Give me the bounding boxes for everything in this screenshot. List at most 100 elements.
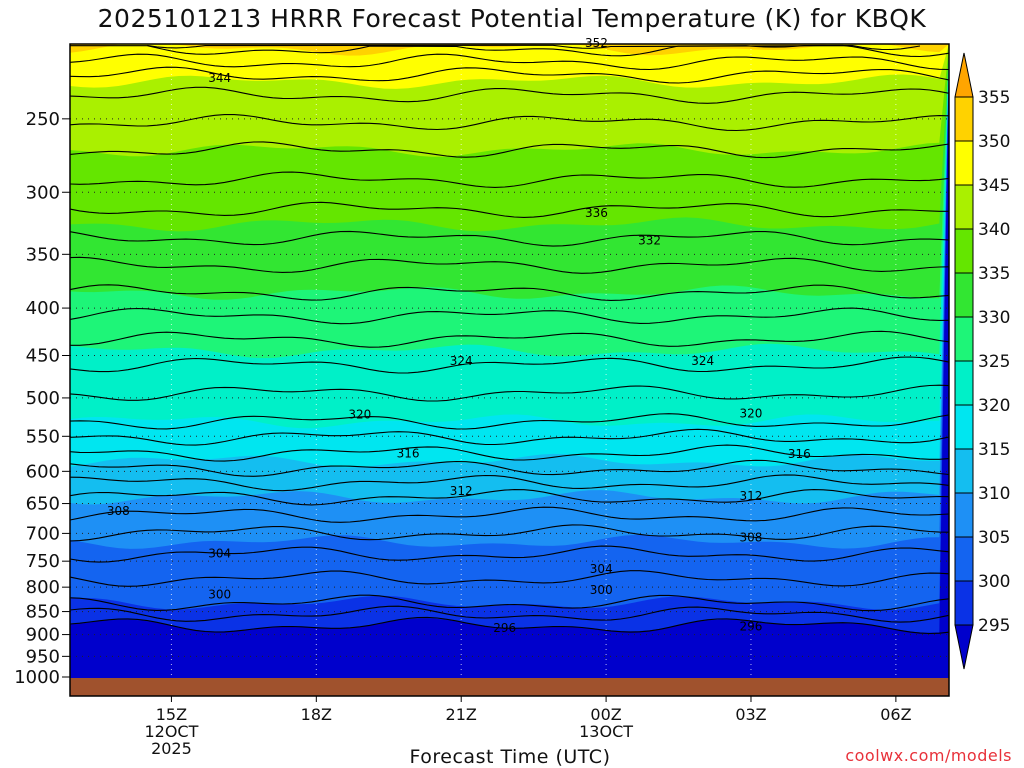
- contour-label: 296: [740, 619, 763, 633]
- contour-label: 336: [585, 206, 608, 220]
- contour-label: 312: [740, 489, 763, 503]
- contour-label: 352: [585, 36, 608, 50]
- contour-line-346: [69, 66, 950, 84]
- colorbar-label: 330: [978, 308, 1010, 328]
- colorbar-label: 340: [978, 220, 1010, 240]
- colorbar-band: [954, 404, 974, 450]
- contour-line-326: [70, 330, 950, 348]
- contour-labels-layer: 352 344 336 332 324 324 320 320 316 316 312 312 308 3…: [107, 36, 811, 635]
- y-tick-label: 350: [26, 244, 60, 265]
- contour-line-320: [69, 413, 950, 430]
- contour-line-352: [147, 44, 921, 51]
- x-tick-label: 03Z: [735, 705, 766, 724]
- contour-label: 320: [740, 407, 763, 421]
- y-tick-label: 900: [26, 625, 60, 646]
- y-tick-label: 750: [26, 551, 60, 572]
- credit-link[interactable]: coolwx.com/models: [845, 746, 1012, 765]
- y-tick-label: 250: [26, 109, 60, 130]
- y-tick-label: 450: [26, 346, 60, 367]
- colorbar-band: [954, 140, 974, 186]
- colorbar-band: [954, 316, 974, 362]
- colorbar-bottom-arrow: [954, 624, 974, 670]
- contour-line-338: [69, 171, 950, 188]
- y-tick-label: 500: [26, 388, 60, 409]
- contour-line-304: [69, 545, 950, 563]
- colorbar-label: 345: [978, 176, 1010, 196]
- colorbar: 295 300 305 310 315 320 325 330 335 340 345 350 355: [954, 52, 1010, 670]
- y-tick-label: 700: [26, 523, 60, 544]
- y-tick-label: 850: [26, 602, 60, 623]
- chart-title: 2025101213 HRRR Forecast Potential Tempe…: [97, 4, 927, 33]
- y-tick-label: 1000: [14, 667, 60, 688]
- colorbar-label: 310: [978, 484, 1010, 504]
- colorbar-top-arrow: [954, 52, 974, 98]
- colorbar-label: 305: [978, 528, 1010, 548]
- colorbar-band: [954, 448, 974, 494]
- contour-line-318: [69, 428, 950, 446]
- colorbar-label: 350: [978, 132, 1010, 152]
- fill-band-350: [70, 44, 949, 56]
- y-tick-label: 800: [26, 577, 60, 598]
- contour-line-310: [69, 489, 950, 506]
- colorbar-band: [954, 96, 974, 142]
- colorbar-label: 315: [978, 440, 1010, 460]
- x-tick-date: 13OCT: [579, 722, 633, 741]
- color-fill-layer: [70, 44, 949, 678]
- y-tick-label: 400: [26, 298, 60, 319]
- plot-frame: [69, 43, 950, 697]
- contour-line-324: [69, 356, 950, 374]
- contour-lines-layer: [69, 44, 950, 635]
- colorbar-band: [954, 228, 974, 274]
- contour-line-328: [69, 307, 950, 325]
- colorbar-label: 355: [978, 88, 1010, 108]
- colorbar-label: 300: [978, 572, 1010, 592]
- contour-line-308: [69, 506, 950, 523]
- contour-line-336: [69, 201, 949, 218]
- y-tick-label: 300: [26, 182, 60, 203]
- x-tick-label: 06Z: [880, 705, 911, 724]
- contour-line-298: [69, 605, 950, 623]
- contour-label: 312: [450, 484, 473, 498]
- y-tick-label: 950: [26, 646, 60, 667]
- contour-line-340: [69, 141, 950, 159]
- contour-line-344: [69, 86, 950, 104]
- contour-line-302: [69, 570, 950, 587]
- x-tick-year: 2025: [151, 739, 192, 758]
- contour-line-322: [69, 384, 950, 402]
- contour-line-314: [69, 459, 950, 477]
- y-tick-label: 650: [26, 494, 60, 515]
- x-tick-label: 00Z: [590, 705, 621, 724]
- contour-line-316: [69, 444, 950, 462]
- contour-label: 304: [590, 562, 613, 576]
- contour-line-348: [69, 53, 950, 71]
- contour-label: 296: [493, 621, 516, 635]
- contour-line-296: [69, 616, 950, 635]
- contour-line-342: [69, 114, 950, 132]
- contour-label: 344: [208, 71, 231, 85]
- x-tick-date: 12OCT: [144, 722, 198, 741]
- contour-line-334: [69, 230, 950, 247]
- x-axis-title: Forecast Time (UTC): [409, 746, 611, 768]
- contour-label: 316: [788, 447, 811, 461]
- contour-label: 316: [397, 446, 420, 460]
- colorbar-label: 325: [978, 352, 1010, 372]
- colorbar-band: [954, 536, 974, 582]
- colorbar-label: 295: [978, 616, 1010, 636]
- colorbar-label: 320: [978, 396, 1010, 416]
- x-tick-label: 21Z: [446, 705, 477, 724]
- y-axis: 2503003504004505005506006507007508008509…: [14, 109, 70, 688]
- contour-label: 324: [450, 354, 473, 368]
- colorbar-label: 335: [978, 264, 1010, 284]
- contour-label: 300: [590, 583, 613, 597]
- y-tick-label: 550: [26, 426, 60, 447]
- contour-line-312: [69, 474, 950, 492]
- contour-line-306: [69, 524, 950, 542]
- x-tick-label: 15Z: [156, 705, 187, 724]
- contour-label: 324: [691, 354, 714, 368]
- contour-label: 300: [208, 588, 231, 602]
- contour-line-330: [69, 284, 950, 301]
- contour-label: 308: [740, 530, 763, 544]
- x-tick-label: 18Z: [301, 705, 332, 724]
